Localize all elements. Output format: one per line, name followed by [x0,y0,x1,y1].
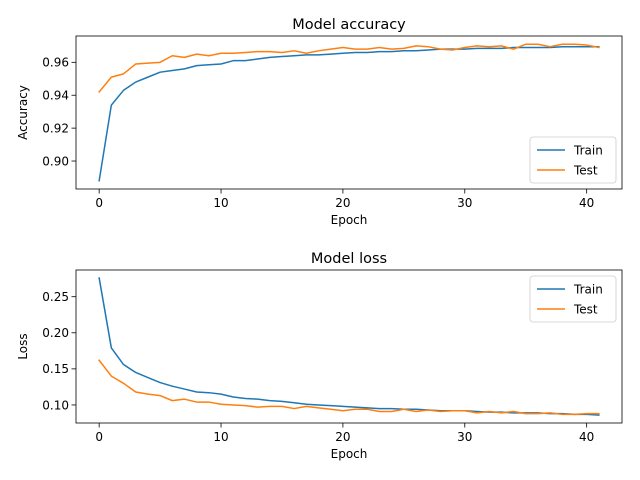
series-line-train [98,45,600,182]
y-tick-label: 0.25 [42,290,69,304]
legend: Train Test [529,275,617,323]
x-tick-label: 40 [579,430,594,444]
x-tick-label: 20 [335,196,350,210]
y-tick-label: 0.92 [42,121,69,135]
y-tick-label: 0.15 [42,362,69,376]
y-tick-label: 0.10 [42,398,69,412]
x-tick-label: 0 [95,196,103,210]
chart-panel-2: Model loss 0 10 20 30 40 0.10 0.15 0.20 0.25 Epoch… [16,251,623,461]
chart-title: Model loss [311,251,387,267]
x-tick-label: 10 [213,196,228,210]
legend: Train Test [529,136,617,184]
x-tick-label: 10 [213,430,228,444]
legend-box [529,275,617,323]
x-tick-label: 30 [457,430,472,444]
y-tick-label: 0.20 [42,326,69,340]
x-axis-label: Epoch [331,447,368,461]
y-tick-label: 0.96 [42,56,69,70]
chart-panel-1: Model accuracy 0 10 20 30 40 0.90 0.92 0.94 0.96 E… [16,17,623,227]
y-axis-label: Accuracy [16,85,30,140]
series-line-test [98,359,600,416]
legend-label-train: Train [573,282,603,296]
y-axis-label: Loss [16,333,30,359]
y-tick-label: 0.94 [42,89,69,103]
x-tick-label: 20 [335,430,350,444]
chart-title: Model accuracy [292,17,406,33]
series-line-test [98,43,600,93]
legend-label-train: Train [573,143,603,157]
legend-label-test: Test [573,302,598,316]
legend-label-test: Test [573,163,598,177]
x-tick-label: 30 [457,196,472,210]
x-tick-label: 40 [579,196,594,210]
y-tick-label: 0.90 [42,154,69,168]
x-tick-label: 0 [95,430,103,444]
x-axis-label: Epoch [331,213,368,227]
series-line-train [98,277,600,416]
axes-frame [75,35,623,190]
legend-box [529,136,617,184]
axes-frame [75,269,623,424]
